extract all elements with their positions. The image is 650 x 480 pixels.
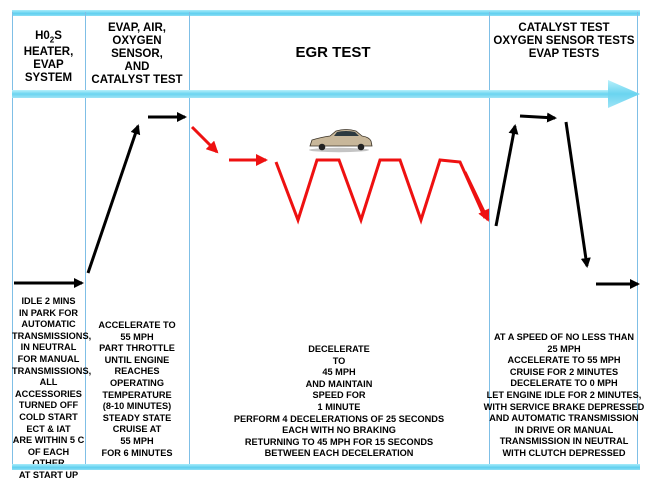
phase4-description: AT A SPEED OF NO LESS THAN 25 MPH ACCELE…	[483, 332, 645, 458]
bottom-band	[12, 464, 640, 470]
divider-left	[12, 12, 13, 464]
phase1-description: IDLE 2 MINS IN PARK FOR AUTOMATIC TRANSM…	[12, 296, 92, 480]
phase1-header: H02S HEATER, EVAP SYSTEM	[23, 30, 74, 85]
divider-right	[637, 12, 638, 464]
divider-1	[85, 12, 86, 464]
phase4-header: CATALYST TEST OXYGEN SENSOR TESTS EVAP T…	[493, 22, 635, 60]
phase3-description: DECELERATE TO 45 MPH AND MAINTAIN SPEED …	[233, 344, 445, 459]
car-icon	[309, 129, 373, 153]
top-band	[12, 10, 640, 16]
trace-egr	[190, 125, 490, 225]
divider-3	[489, 12, 490, 464]
phase2-header: EVAP, AIR, OXYGEN SENSOR, AND CATALYST T…	[91, 22, 183, 86]
phase2-description: ACCELERATE TO 55 MPH PART THROTTLE UNTIL…	[98, 320, 176, 458]
trace-black	[14, 112, 640, 289]
divider-2	[189, 12, 190, 464]
phase3-header: EGR TEST	[295, 44, 371, 61]
timeline-arrow-icon	[12, 80, 640, 108]
